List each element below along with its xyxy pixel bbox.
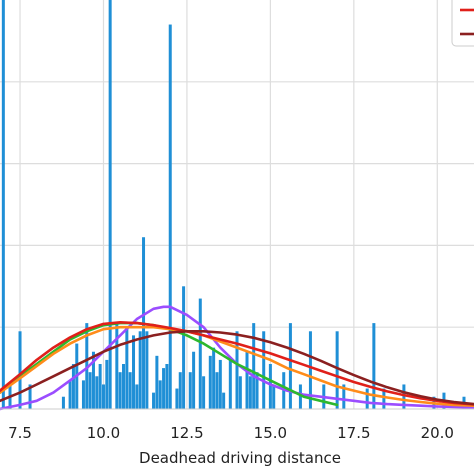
histogram-bar: [135, 384, 139, 409]
histogram-bar: [61, 396, 65, 409]
histogram-bar: [272, 384, 276, 409]
histogram-bar: [138, 331, 142, 409]
histogram-bar: [88, 372, 92, 409]
histogram-bar: [288, 323, 292, 409]
histogram-bar: [81, 380, 85, 409]
x-tick-label: 12.5: [170, 424, 203, 442]
histogram-bar: [105, 359, 109, 409]
histogram-bar: [118, 372, 122, 409]
histogram-bar: [95, 376, 99, 409]
histogram-bar: [155, 355, 159, 409]
x-axis-label: Deadhead driving distance: [139, 449, 341, 467]
density-curve-0: [0, 305, 474, 411]
histogram-bar: [162, 368, 166, 409]
histogram-bar: [71, 364, 75, 409]
histogram-bar: [365, 388, 369, 409]
histogram-bar: [68, 380, 72, 409]
histogram-bar: [132, 335, 136, 409]
histogram-bar: [98, 364, 102, 409]
density-curves: [0, 305, 474, 411]
histogram-bar: [91, 351, 95, 409]
x-tick-label: 15.0: [254, 424, 287, 442]
histogram-bar: [252, 323, 256, 409]
histogram-bar: [335, 331, 339, 409]
x-tick-label: 10.0: [87, 424, 120, 442]
histogram-bar: [158, 380, 162, 409]
histogram-bar: [145, 331, 149, 409]
histogram-bar: [342, 384, 346, 409]
x-tick-label: 17.5: [337, 424, 370, 442]
x-tick-label: 7.5: [8, 424, 32, 442]
histogram-bar: [235, 331, 239, 409]
histogram-bar: [192, 351, 196, 409]
histogram-bar: [28, 384, 32, 409]
histogram-bar: [125, 327, 129, 409]
histogram-bar: [168, 24, 172, 409]
histogram-bar: [212, 347, 216, 409]
legend-box: [451, 0, 474, 47]
histogram-bar: [85, 323, 89, 409]
histogram-bar: [255, 372, 259, 409]
histogram-bar: [1, 0, 5, 409]
histogram-bar: [178, 372, 182, 409]
histogram-bar: [248, 376, 252, 409]
histogram-bar: [268, 364, 272, 409]
histogram-bar: [298, 384, 302, 409]
density-curve-3: [0, 321, 474, 406]
histogram-bar: [382, 388, 386, 409]
histogram-bar: [262, 331, 266, 409]
x-tick-label: 20.0: [421, 424, 454, 442]
histogram-bar: [182, 286, 186, 409]
histogram-bar: [222, 392, 226, 409]
histogram-bar: [108, 0, 112, 409]
histogram-bar: [122, 364, 126, 409]
histogram-bar: [238, 376, 242, 409]
histogram-bar: [128, 372, 132, 409]
density-curve-2: [0, 325, 474, 407]
histogram-bar: [152, 392, 156, 409]
density-curve-4: [0, 330, 474, 406]
histogram-bar: [215, 372, 219, 409]
histogram-bar: [188, 372, 192, 409]
histogram-bar: [101, 384, 105, 409]
histogram-bar: [208, 355, 212, 409]
histogram-bar: [308, 331, 312, 409]
histogram-bar: [372, 323, 376, 409]
histogram-bar: [402, 384, 406, 409]
histogram-bar: [245, 351, 249, 409]
histogram-bar: [18, 331, 22, 409]
grid: [0, 0, 474, 409]
histogram-bar: [175, 388, 179, 409]
histogram-bar: [202, 376, 206, 409]
histogram-bar: [198, 298, 202, 409]
legend: [451, 0, 474, 47]
histogram-bar: [165, 364, 169, 409]
histogram-bar: [115, 323, 119, 409]
x-tick-labels: 7.5 10.0 12.5 15.0 17.5 20.0: [8, 424, 454, 442]
histogram-bar: [228, 359, 232, 409]
histogram-bar: [218, 359, 222, 409]
